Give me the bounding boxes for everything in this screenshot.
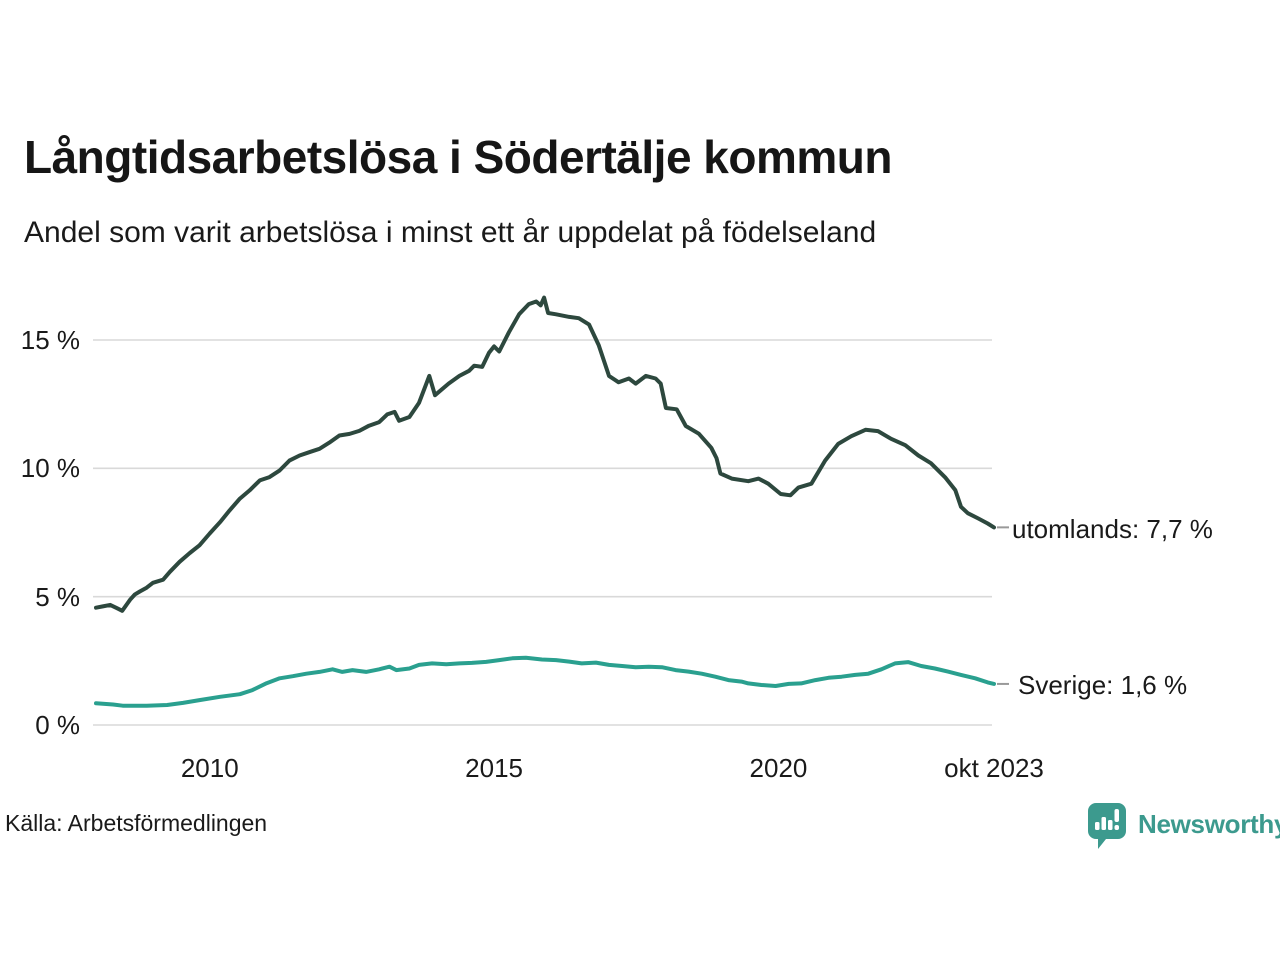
newsworthy-icon [1088, 803, 1126, 849]
series-line-Sverige [94, 655, 996, 708]
brand-logo: Newsworthy [1088, 803, 1280, 853]
page-title: Långtidsarbetslösa i Södertälje kommun [24, 131, 892, 183]
y-tick-label: 10 % [20, 453, 80, 484]
source-note: Källa: Arbetsförmedlingen [5, 810, 268, 836]
brand-name: Newsworthy [1138, 809, 1280, 839]
x-tick-label: 2020 [749, 753, 808, 783]
series-end-label-utomlands: utomlands: 7,7 % [1012, 514, 1213, 544]
x-tick-label: 2010 [180, 753, 239, 783]
x-tick-label: 2015 [465, 753, 524, 783]
x-tick-label: okt 2023 [944, 753, 1044, 783]
series-end-label-sverige: Sverige: 1,6 % [1018, 670, 1188, 700]
y-tick-label: 15 % [20, 324, 80, 355]
page-subtitle: Andel som varit arbetslösa i minst ett å… [24, 216, 877, 249]
series-line-utomlands [94, 295, 996, 613]
y-tick-label: 5 % [35, 581, 80, 612]
y-tick-label: 0 % [35, 710, 80, 740]
